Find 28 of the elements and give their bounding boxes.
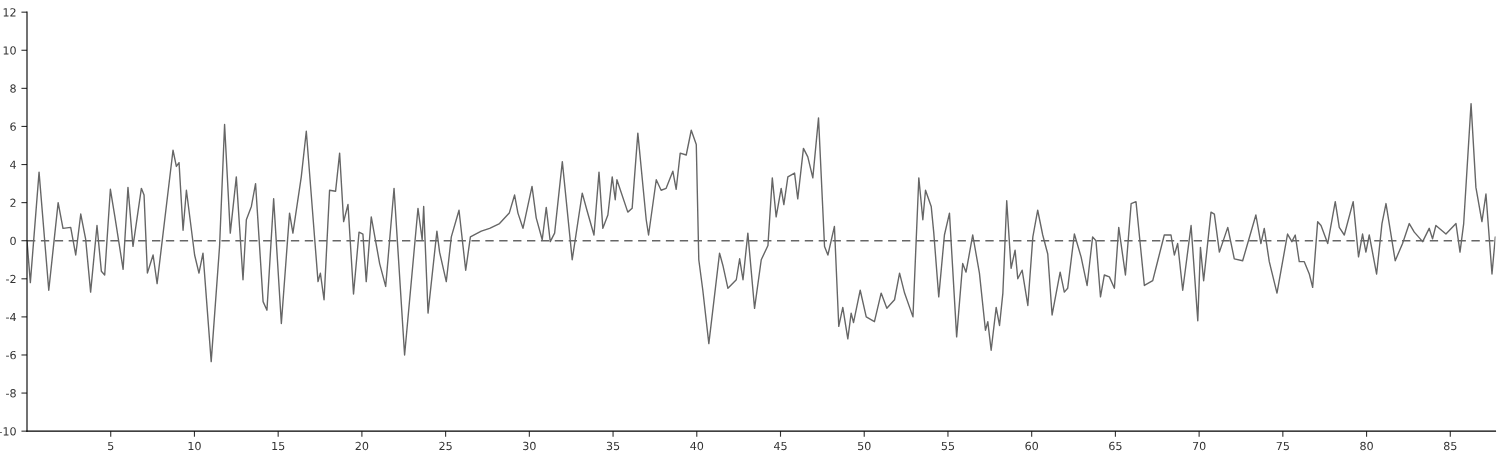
y-tick-label: -4 — [6, 313, 16, 322]
x-tick-label: 85 — [1443, 441, 1457, 451]
x-tick-label: 55 — [941, 441, 955, 451]
y-tick-label: -6 — [6, 350, 16, 360]
y-tick-label: -8 — [6, 389, 16, 398]
x-tick-label: 10 — [188, 441, 201, 451]
x-tick-label: 35 — [606, 441, 620, 451]
x-tick-label: 30 — [523, 441, 536, 451]
y-tick-label: 12 — [3, 8, 16, 17]
x-tick-label: 20 — [355, 441, 369, 451]
x-tick-label: 5 — [108, 441, 114, 451]
x-tick-label: 65 — [1109, 441, 1122, 451]
x-tick-label: 15 — [272, 441, 285, 451]
y-tick-label: 4 — [10, 160, 16, 169]
y-tick-label: 8 — [10, 84, 16, 93]
x-tick-label: 70 — [1192, 441, 1206, 451]
x-tick-label: 40 — [690, 441, 704, 451]
x-tick-label: 80 — [1360, 441, 1373, 451]
x-tick-label: 25 — [439, 441, 452, 451]
y-tick-label: 10 — [3, 46, 16, 55]
y-tick-label: -2 — [6, 274, 16, 284]
x-tick-label: 50 — [858, 441, 871, 451]
x-tick-label: 75 — [1276, 441, 1289, 451]
x-tick-label: 45 — [773, 441, 787, 451]
y-tick-label: 2 — [10, 198, 16, 207]
x-tick-label: 60 — [1025, 441, 1039, 451]
y-tick-label: 0 — [10, 236, 16, 246]
y-tick-label: 6 — [10, 122, 16, 131]
